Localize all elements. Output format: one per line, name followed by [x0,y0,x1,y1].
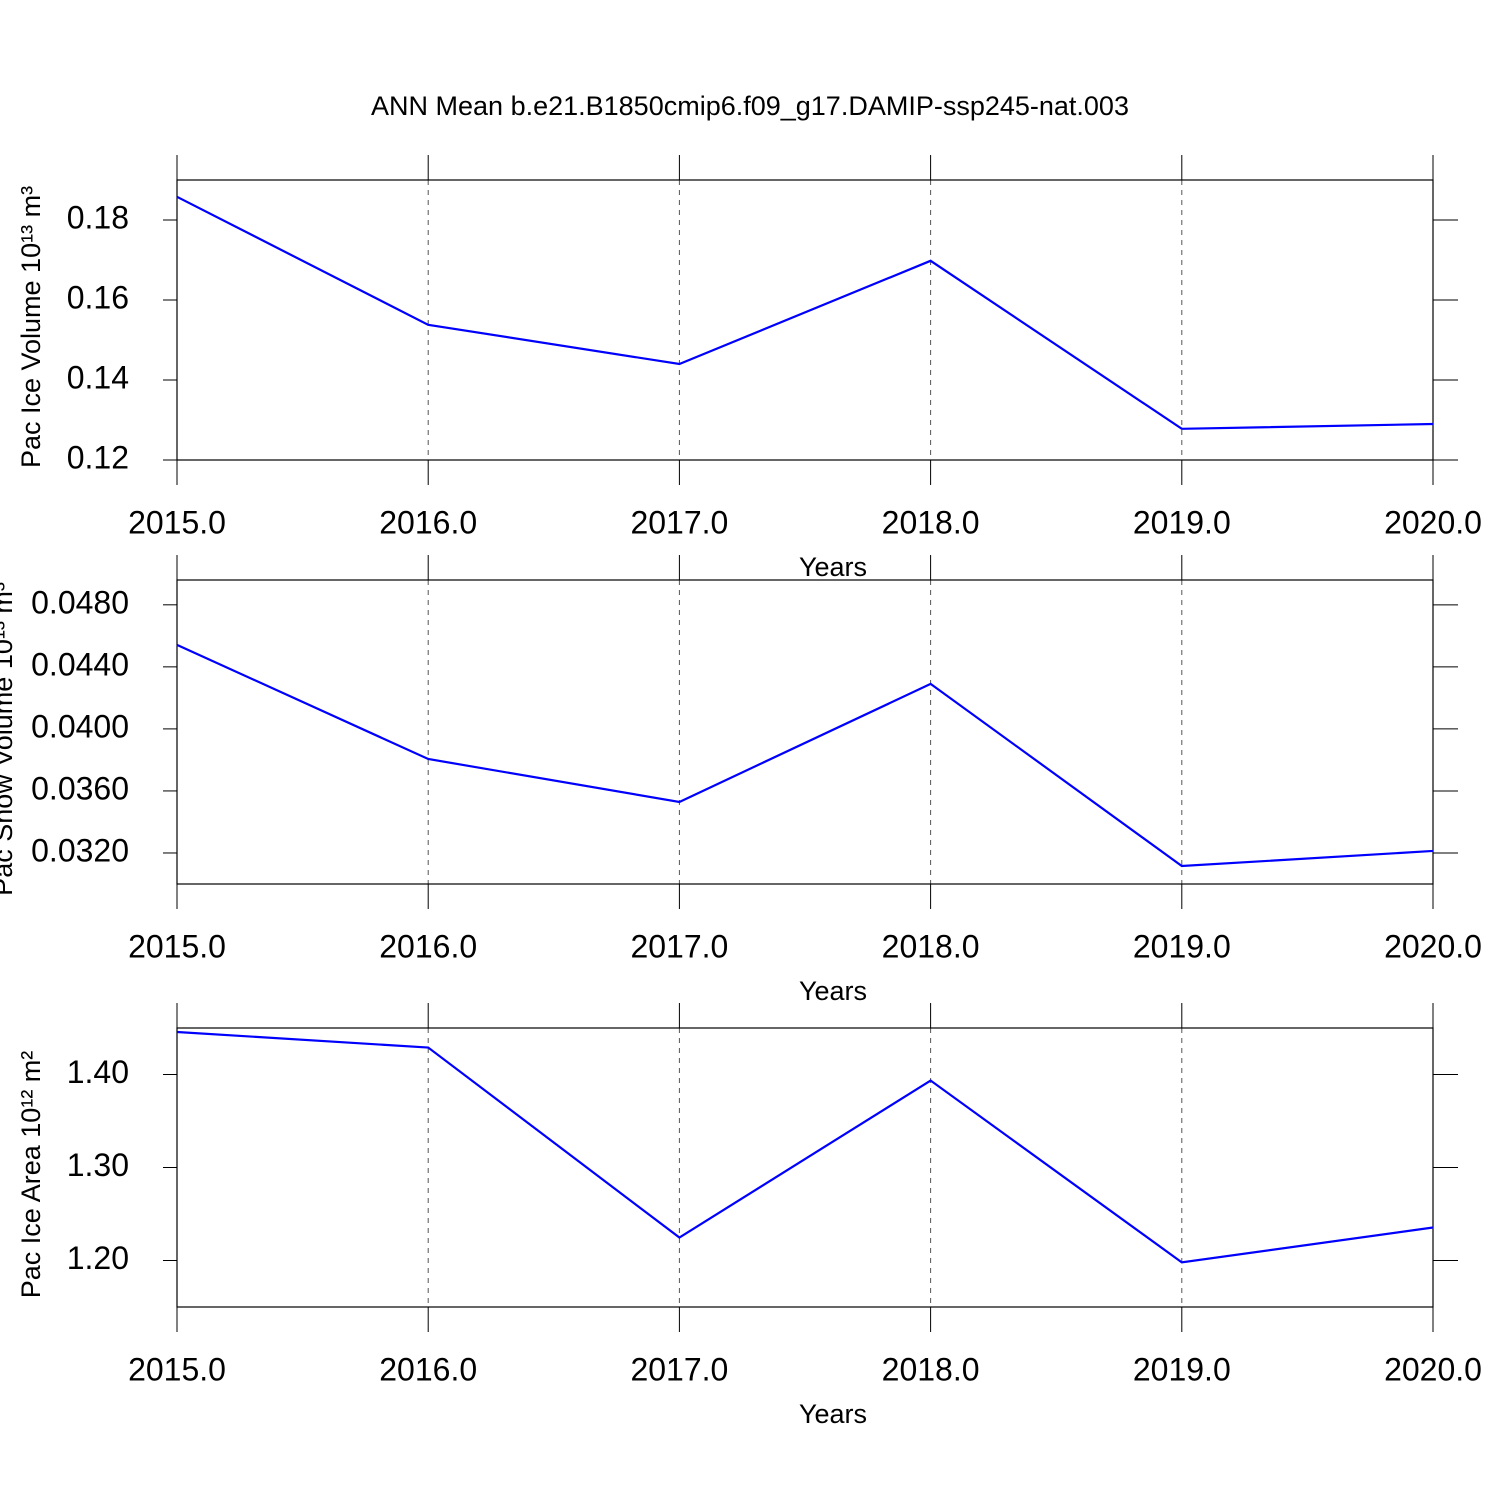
y-tick-label: 0.0440 [31,646,129,682]
x-tick-label: 2019.0 [1133,1351,1231,1387]
y-tick-label: 0.14 [67,359,129,395]
x-tick-label: 2018.0 [882,504,980,540]
y-tick-label: 1.30 [67,1147,129,1183]
data-line [176,643,1434,868]
x-tick-label: 2020.0 [1384,928,1482,964]
y-tick-label: 0.0480 [31,584,129,620]
x-tick-label: 2020.0 [1384,1351,1482,1387]
y-axis-label: Pac Snow Volume 10¹³ m³ [0,582,18,896]
x-tick-label: 2015.0 [128,928,226,964]
x-tick-label: 2019.0 [1133,504,1231,540]
y-tick-label: 0.12 [67,439,129,475]
x-tick-label: 2017.0 [630,504,728,540]
chart-title: ANN Mean b.e21.B1850cmip6.f09_g17.DAMIP-… [371,91,1129,121]
x-tick-label: 2016.0 [379,504,477,540]
y-tick-label: 0.18 [67,199,129,235]
x-axis-label: Years [799,1399,867,1429]
x-tick-label: 2018.0 [882,1351,980,1387]
y-tick-label: 0.16 [67,279,129,315]
plot-frame [176,579,1434,885]
x-tick-label: 2015.0 [128,504,226,540]
y-tick-label: 1.40 [67,1054,129,1090]
y-axis-label: Pac Ice Volume 10¹³ m³ [16,186,46,468]
x-tick-label: 2019.0 [1133,928,1231,964]
x-tick-label: 2015.0 [128,1351,226,1387]
x-tick-label: 2016.0 [379,928,477,964]
y-tick-label: 0.0320 [31,832,129,868]
y-tick-label: 1.20 [67,1240,129,1276]
plot-frame [176,1027,1434,1308]
x-axis-label: Years [799,976,867,1006]
x-tick-label: 2017.0 [630,1351,728,1387]
data-line [176,1030,1434,1264]
x-axis-label: Years [799,552,867,582]
x-tick-label: 2017.0 [630,928,728,964]
y-tick-label: 0.0360 [31,770,129,806]
x-tick-label: 2016.0 [379,1351,477,1387]
plot-frame [176,179,1434,461]
y-axis-label: Pac Ice Area 10¹² m² [16,1051,46,1299]
data-line [176,195,1434,430]
x-tick-label: 2018.0 [882,928,980,964]
y-tick-label: 0.0400 [31,708,129,744]
x-tick-label: 2020.0 [1384,504,1482,540]
